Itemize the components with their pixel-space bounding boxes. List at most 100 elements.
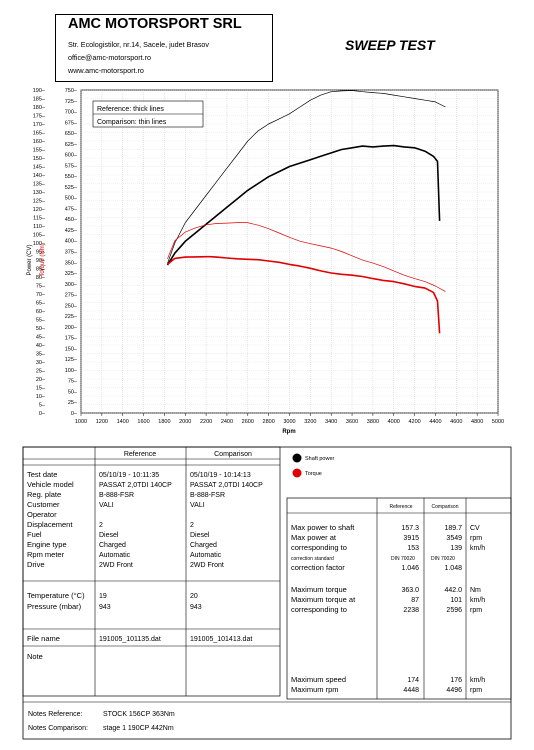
power-tick-label: 25– <box>36 369 46 375</box>
max-power-unit: CV <box>470 525 480 532</box>
corr-rpm-cmp: 2596 <box>446 607 462 614</box>
note-label: Note <box>27 652 43 661</box>
torque-tick-label: 400– <box>65 239 78 245</box>
torque-tick-label: 300– <box>65 282 78 288</box>
curves <box>166 90 446 334</box>
torque-tick-label: 150– <box>65 346 78 352</box>
vehicle-row-label: Displacement <box>27 520 73 529</box>
torque-legend-marker <box>292 468 302 478</box>
x-tick-label: 4800 <box>471 419 483 425</box>
power-tick-label: 20– <box>36 377 46 383</box>
x-tick-label: 4200 <box>408 419 420 425</box>
torque-tick-label: 100– <box>65 368 78 374</box>
file-name-label: File name <box>27 634 60 643</box>
corr-factor-label: correction factor <box>291 563 345 572</box>
torque-tick-label: 675– <box>65 120 78 126</box>
x-tick-label: 5000 <box>492 419 504 425</box>
temperature-ref: 19 <box>99 593 107 600</box>
document-title: SWEEP TEST <box>345 37 435 53</box>
vehicle-col-comparison: Comparison <box>214 451 252 458</box>
power-tick-label: 10– <box>36 394 46 400</box>
max-power-ref: 157.3 <box>401 525 419 532</box>
vehicle-row-cmp: B-888-FSR <box>190 492 225 499</box>
company-email: office@amc-motorsport.ro <box>68 53 152 62</box>
corr-label-1: corresponding to <box>291 543 347 552</box>
vehicle-row-ref: VALI <box>99 502 114 509</box>
x-tick-label: 4600 <box>450 419 462 425</box>
torque-tick-label: 425– <box>65 228 78 234</box>
torque-tick-label: 650– <box>65 131 78 137</box>
torque-tick-label: 700– <box>65 110 78 116</box>
grid <box>80 89 499 414</box>
torque-tick-label: 350– <box>65 260 78 266</box>
vehicle-row-cmp: 05/10/19 - 10:14:13 <box>190 472 251 479</box>
power-tick-label: 175– <box>33 114 46 120</box>
power-tick-label: 125– <box>33 199 46 205</box>
power-tick-label: 150– <box>33 156 46 162</box>
data-tables: Reference Comparison Test date 05/10/19 -… <box>22 446 512 740</box>
max-power-at-label: Max power at <box>291 533 337 542</box>
torque-tick-label: 0– <box>71 411 78 417</box>
power-tick-label: 65– <box>36 301 46 307</box>
max-torque-at-ref: 87 <box>411 597 419 604</box>
power-tick-label: 105– <box>33 233 46 239</box>
power-tick-label: 190– <box>33 88 46 94</box>
vehicle-row-label: Reg. plate <box>27 490 61 499</box>
torque-tick-label: 200– <box>65 325 78 331</box>
max-power-cmp: 189.7 <box>444 525 462 532</box>
rpm-axis: 1000 1200 1400 1600 1800 2000 2200 2400 2600 2800… <box>75 413 504 425</box>
x-tick-label: 3600 <box>346 419 358 425</box>
power-tick-label: 30– <box>36 360 46 366</box>
notes-reference-value: STOCK 156CP 363Nm <box>103 711 175 718</box>
x-tick-label: 4400 <box>429 419 441 425</box>
torque-tick-label: 750– <box>65 88 78 94</box>
torque-axis: 0– 25– 50– 75– 100– 125– 150– 175– 200– 225– 250– 2… <box>65 88 78 417</box>
power-tick-label: 5– <box>39 403 46 409</box>
power-tick-label: 170– <box>33 122 46 128</box>
power-tick-label: 35– <box>36 352 46 358</box>
x-tick-label: 1000 <box>75 419 87 425</box>
power-tick-label: 145– <box>33 165 46 171</box>
max-speed-ref: 174 <box>407 677 419 684</box>
torque-tick-label: 25– <box>68 400 78 406</box>
torque-tick-label: 500– <box>65 196 78 202</box>
vehicle-row-cmp: 2 <box>190 522 194 529</box>
corr-std-cmp: DIN 70020 <box>431 556 455 562</box>
corr-label-2: corresponding to <box>291 605 347 614</box>
shaft-power-legend-marker <box>292 453 302 463</box>
power-axis: 0– 5– 10– 15– 20– 25– 30– 35– 40– 45– 50– 55– 60– 65–… <box>33 88 46 417</box>
power-tick-label: 100– <box>33 241 46 247</box>
torque-tick-label: 325– <box>65 271 78 277</box>
file-name-ref: 191005_101135.dat <box>99 636 161 643</box>
notes-comparison-label: Notes Comparison: <box>28 725 88 732</box>
max-power-at-unit: rpm <box>470 535 482 542</box>
header-box <box>55 14 273 82</box>
corr-factor-cmp: 1.048 <box>444 565 462 572</box>
vehicle-row-label: Rpm meter <box>27 550 65 559</box>
max-torque-at-label: Maximum torque at <box>291 595 356 604</box>
power-tick-label: 115– <box>33 216 46 222</box>
max-rpm-label: Maximum rpm <box>291 685 339 694</box>
vehicle-row-label: Operator <box>27 510 57 519</box>
pressure-cmp: 943 <box>190 604 202 611</box>
corr-std-ref: DIN 70020 <box>391 556 415 562</box>
vehicle-row-ref: Automatic <box>99 552 131 559</box>
max-torque-label: Maximum torque <box>291 585 347 594</box>
torque-tick-label: 575– <box>65 163 78 169</box>
torque-reference-curve <box>166 255 441 334</box>
max-power-at-cmp: 3549 <box>446 535 462 542</box>
torque-tick-label: 725– <box>65 99 78 105</box>
corr-speed-unit: km/h <box>470 545 485 552</box>
x-tick-label: 1400 <box>117 419 129 425</box>
torque-tick-label: 250– <box>65 303 78 309</box>
corr-std-label: correction standard <box>291 556 334 562</box>
vehicle-row-ref: PASSAT 2,0TDI 140CP <box>99 482 172 489</box>
shaft-power-legend: Shaft power <box>305 456 335 462</box>
max-speed-label: Maximum speed <box>291 675 346 684</box>
vehicle-row-label: Fuel <box>27 530 42 539</box>
torque-tick-label: 625– <box>65 142 78 148</box>
max-torque-ref: 363.0 <box>401 587 419 594</box>
vehicle-row-cmp: Diesel <box>190 532 210 539</box>
torque-tick-label: 175– <box>65 336 78 342</box>
torque-tick-label: 550– <box>65 174 78 180</box>
